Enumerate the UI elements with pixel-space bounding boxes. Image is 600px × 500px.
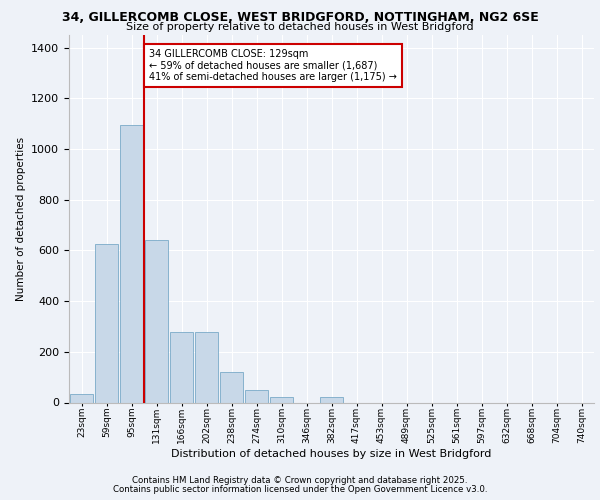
Text: Contains HM Land Registry data © Crown copyright and database right 2025.: Contains HM Land Registry data © Crown c… <box>132 476 468 485</box>
Bar <box>170 332 193 402</box>
Text: Contains public sector information licensed under the Open Government Licence v3: Contains public sector information licen… <box>113 485 487 494</box>
Bar <box>145 240 168 402</box>
X-axis label: Distribution of detached houses by size in West Bridgford: Distribution of detached houses by size … <box>172 448 491 458</box>
Bar <box>95 244 118 402</box>
Bar <box>120 125 143 402</box>
Bar <box>270 398 293 402</box>
Y-axis label: Number of detached properties: Number of detached properties <box>16 136 26 301</box>
Bar <box>245 390 268 402</box>
Text: Size of property relative to detached houses in West Bridgford: Size of property relative to detached ho… <box>126 22 474 32</box>
Bar <box>70 394 93 402</box>
Text: 34 GILLERCOMB CLOSE: 129sqm
← 59% of detached houses are smaller (1,687)
41% of : 34 GILLERCOMB CLOSE: 129sqm ← 59% of det… <box>149 49 397 82</box>
Bar <box>220 372 243 402</box>
Bar <box>195 332 218 402</box>
Text: 34, GILLERCOMB CLOSE, WEST BRIDGFORD, NOTTINGHAM, NG2 6SE: 34, GILLERCOMB CLOSE, WEST BRIDGFORD, NO… <box>62 11 538 24</box>
Bar <box>320 398 343 402</box>
